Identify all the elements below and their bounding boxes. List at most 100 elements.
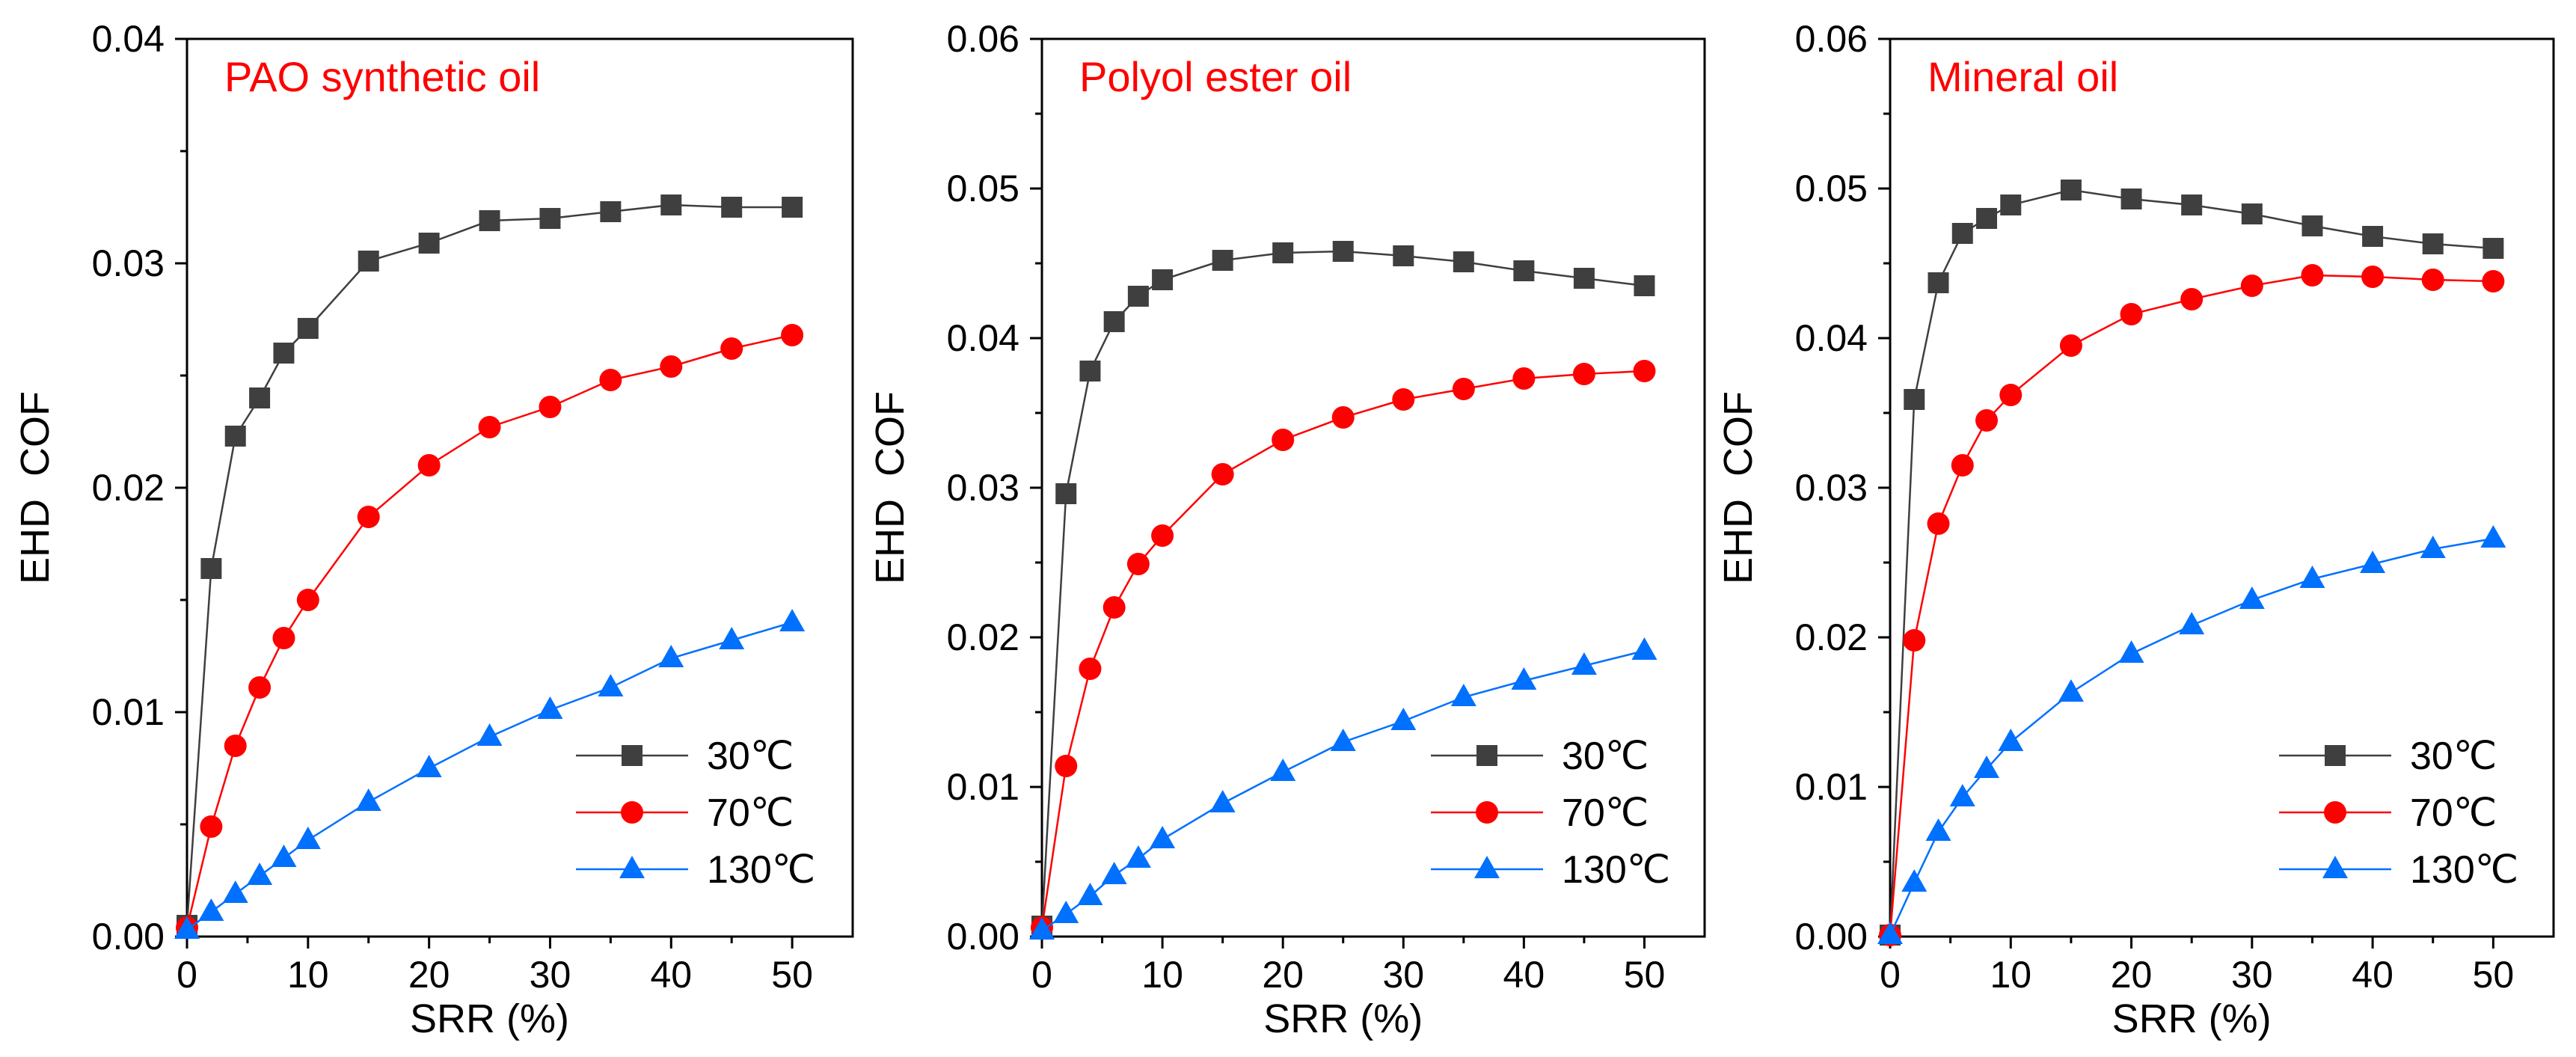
data-point	[1209, 790, 1236, 812]
panel-title: Mineral oil	[1928, 53, 2118, 100]
data-point	[2301, 215, 2323, 236]
y-tick-label: 0.02	[92, 467, 165, 509]
legend-label: 70℃	[707, 791, 794, 835]
data-point	[782, 197, 803, 218]
data-point	[1927, 512, 1950, 535]
data-point	[1152, 269, 1174, 290]
x-tick-label: 10	[1141, 954, 1183, 996]
data-point	[2120, 303, 2143, 325]
data-point	[2239, 586, 2265, 609]
series-line	[1040, 250, 1645, 927]
y-tick-label: 0.06	[1795, 18, 1868, 60]
legend-label: 70℃	[2410, 791, 2497, 835]
data-point	[1270, 759, 1296, 781]
data-point	[273, 343, 295, 364]
x-tick-label: 30	[530, 954, 571, 996]
y-tick-label: 0.05	[947, 168, 1019, 209]
legend-label: 130℃	[1562, 848, 1670, 892]
data-point	[2181, 194, 2203, 215]
x-axis-title: SRR (%)	[2112, 996, 2272, 1041]
legend-item: 70℃	[2279, 791, 2497, 835]
data-point	[272, 627, 295, 649]
data-point	[248, 676, 272, 699]
data-point	[1150, 826, 1176, 848]
data-point	[2482, 270, 2505, 292]
data-point	[720, 337, 743, 360]
data-point	[1571, 652, 1597, 675]
data-point	[600, 201, 622, 222]
series-circle	[176, 324, 804, 939]
data-point	[1974, 756, 2000, 778]
data-point	[1999, 384, 2023, 406]
data-point	[721, 197, 743, 218]
data-point	[1393, 245, 1414, 266]
data-point	[1573, 268, 1595, 289]
x-tick-label: 40	[2352, 954, 2393, 996]
data-point	[2120, 189, 2142, 209]
chart-pao-synthetic-oil: 0 10 20 30 40 50 0.00 0.01 0.02 0.03 0.04 SRR (%) EH…	[13, 18, 854, 1041]
data-point	[479, 210, 500, 231]
data-point	[1101, 862, 1127, 884]
y-tick-label: 0.04	[947, 317, 1019, 359]
legend-label: 130℃	[707, 848, 815, 892]
x-tick-label: 30	[1382, 954, 1424, 996]
data-point	[2361, 266, 2385, 288]
data-point	[2179, 612, 2205, 634]
legend-item: 130℃	[2279, 848, 2518, 892]
x-tick-label: 20	[408, 954, 450, 996]
data-point	[358, 251, 379, 272]
data-point	[1211, 463, 1234, 485]
data-point	[417, 454, 441, 477]
data-point	[1631, 637, 1657, 660]
x-tick-label: 30	[2231, 954, 2273, 996]
x-tick-label: 10	[1990, 954, 2031, 996]
data-point	[539, 208, 561, 229]
data-point	[2299, 566, 2325, 588]
data-point	[2180, 288, 2204, 310]
data-point	[660, 194, 682, 215]
chart-mineral-oil: 0 10 20 30 40 50 0.00 0.01 0.02 0.03 0.04 0.05 0.06 S…	[1716, 18, 2555, 1041]
data-point	[2421, 269, 2444, 291]
data-point	[1513, 260, 1535, 281]
data-point	[2059, 334, 2082, 357]
chart-polyol-ester-oil: 0 10 20 30 40 50 0.00 0.01 0.02 0.03 0.04 0.05 0.06 S…	[868, 18, 1706, 1041]
data-point	[2240, 275, 2263, 297]
y-tick-label: 0.03	[92, 242, 165, 284]
data-point	[660, 355, 683, 378]
data-point	[2480, 525, 2506, 548]
data-point	[1125, 845, 1151, 868]
data-point	[2483, 238, 2504, 259]
data-point	[1634, 275, 1655, 296]
data-point	[2118, 640, 2144, 663]
legend-marker	[2322, 856, 2348, 878]
data-point	[198, 898, 224, 921]
data-point	[1055, 483, 1077, 504]
data-point	[224, 426, 246, 447]
y-tick-label: 0.04	[1795, 317, 1868, 359]
data-point	[174, 916, 200, 939]
y-tick-label: 0.04	[92, 18, 165, 60]
series-triangle	[1877, 525, 2506, 944]
legend-item: 130℃	[576, 848, 815, 892]
data-point	[1127, 286, 1149, 307]
x-tick-label: 20	[2111, 954, 2153, 996]
y-tick-label: 0.00	[1795, 916, 1868, 958]
series-line	[186, 621, 793, 931]
data-point	[1079, 361, 1101, 382]
y-tick-label: 0.00	[947, 916, 1019, 958]
data-point	[599, 369, 622, 391]
y-tick-label: 0.01	[92, 691, 165, 733]
legend-item: 70℃	[576, 791, 794, 835]
x-tick-label: 0	[1880, 954, 1901, 996]
series-square	[1031, 241, 1655, 937]
legend-item: 30℃	[1431, 735, 1649, 778]
data-point	[355, 788, 381, 811]
data-point	[2000, 194, 2022, 215]
data-point	[1511, 667, 1537, 690]
data-point	[1029, 917, 1055, 940]
y-tick-label: 0.00	[92, 916, 165, 958]
y-tick-label: 0.02	[1795, 616, 1868, 658]
legend-marker	[621, 801, 643, 824]
data-point	[297, 318, 319, 339]
data-point	[1951, 223, 1973, 244]
